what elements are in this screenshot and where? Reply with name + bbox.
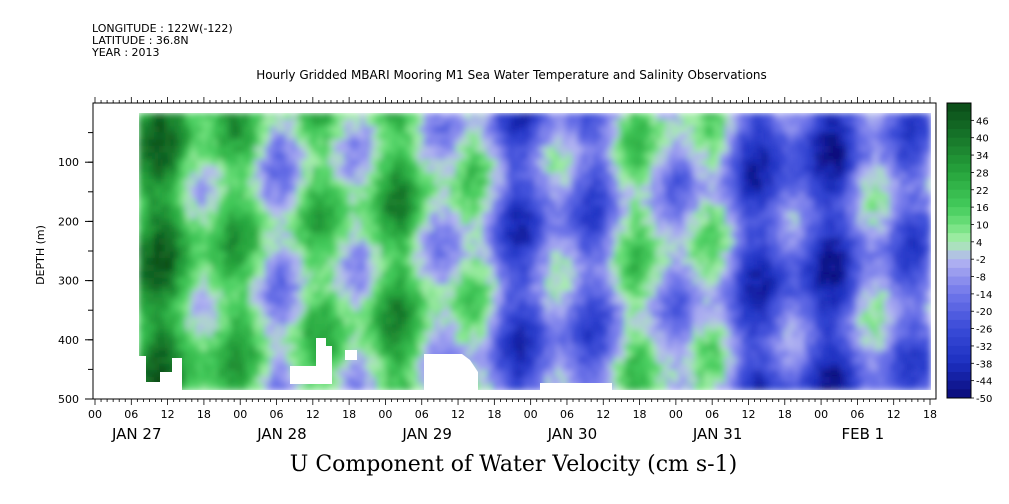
x-tick-label: 18 — [923, 408, 937, 421]
y-tick-label: 200 — [58, 215, 79, 228]
x-tick-label: 18 — [778, 408, 792, 421]
x-tick-label: 12 — [596, 408, 610, 421]
x-tick-label: 06 — [270, 408, 284, 421]
colorbar-segment — [947, 285, 971, 295]
x-tick-label: 00 — [814, 408, 828, 421]
x-tick-label: 00 — [233, 408, 247, 421]
colorbar-label: -8 — [976, 273, 986, 284]
colorbar-segment — [947, 111, 971, 121]
colorbar-segment — [947, 215, 971, 225]
x-day-label: JAN 30 — [547, 425, 598, 443]
x-tick-label: 06 — [560, 408, 574, 421]
colorbar-label: 16 — [976, 203, 989, 214]
colorbar-segment — [947, 129, 971, 139]
colorbar-segment — [947, 233, 971, 243]
y-axis-label: DEPTH (m) — [34, 225, 47, 285]
colorbar-label: -2 — [976, 255, 986, 266]
x-tick-label: 18 — [487, 408, 501, 421]
colorbar-label: -20 — [976, 307, 992, 318]
x-tick-label: 18 — [197, 408, 211, 421]
colorbar-segment — [947, 345, 971, 356]
colorbar-segment — [947, 276, 971, 286]
colorbar-label: -32 — [976, 342, 992, 353]
x-tick-label: 12 — [451, 408, 465, 421]
colorbar-segment — [947, 311, 971, 321]
colorbar-segment — [947, 198, 971, 208]
x-tick-label: 12 — [161, 408, 175, 421]
x-day-label: JAN 29 — [401, 425, 452, 443]
colorbar: 46 40 34 28 22 16 10 4 -2 -8 -14 -20 -26 -32 -38 -44 -50 — [946, 102, 992, 405]
x-tick-label: 18 — [342, 408, 356, 421]
colorbar-label: -44 — [976, 377, 992, 388]
missing-data-mask — [94, 104, 935, 398]
x-day-label: JAN 27 — [111, 425, 162, 443]
colorbar-segment — [947, 181, 971, 191]
x-tick-label: 06 — [415, 408, 429, 421]
colorbar-label: -14 — [976, 290, 992, 301]
latitude-label: LATITUDE : 36.8N — [92, 34, 189, 47]
chart-title: Hourly Gridded MBARI Mooring M1 Sea Wate… — [256, 68, 767, 82]
colorbar-label: -50 — [976, 394, 992, 405]
colorbar-segment — [947, 250, 971, 260]
colorbar-label: 46 — [976, 116, 989, 127]
x-tick-label: 00 — [669, 408, 683, 421]
colorbar-segment — [947, 267, 971, 278]
x-tick-label: 12 — [887, 408, 901, 421]
y-tick-label: 400 — [58, 334, 79, 347]
colorbar-label: -38 — [976, 359, 992, 370]
colorbar-segment — [947, 224, 971, 234]
x-tick-label: 06 — [705, 408, 719, 421]
colorbar-segment — [947, 302, 971, 312]
x-tick-label: 06 — [124, 408, 138, 421]
colorbar-segment — [947, 363, 971, 373]
colorbar-label: 34 — [976, 151, 989, 162]
colorbar-label: 40 — [976, 134, 989, 145]
colorbar-segment — [947, 389, 971, 399]
x-tick-label: 12 — [741, 408, 755, 421]
colorbar-label: 10 — [976, 220, 989, 231]
y-tick-label: 100 — [58, 156, 79, 169]
colorbar-segment — [947, 189, 971, 199]
x-tick-label: 00 — [378, 408, 392, 421]
axes: 100 200 300 400 500 00 06 12 18 00 06 12 18 00 06 12 18 0… — [58, 97, 937, 443]
colorbar-segment — [947, 328, 971, 338]
colorbar-label: 28 — [976, 168, 989, 179]
colorbar-segment — [947, 137, 971, 147]
metadata-block: LONGITUDE : 122W(-122) LATITUDE : 36.8N … — [92, 23, 233, 59]
colorbar-label: 22 — [976, 186, 989, 197]
longitude-label: LONGITUDE : 122W(-122) — [92, 22, 233, 35]
heatmap-field — [138, 113, 932, 391]
x-axis-label: U Component of Water Velocity (cm s-1) — [289, 452, 738, 477]
colorbar-segment — [947, 146, 971, 156]
colorbar-segment — [947, 155, 971, 165]
x-tick-label: 00 — [88, 408, 102, 421]
x-tick-label: 06 — [850, 408, 864, 421]
x-tick-label: 12 — [306, 408, 320, 421]
colorbar-segment — [947, 120, 971, 130]
x-day-label: FEB 1 — [841, 425, 884, 443]
year-label: YEAR : 2013 — [92, 46, 160, 59]
colorbar-segment — [947, 380, 971, 390]
colorbar-label: -26 — [976, 325, 992, 336]
colorbar-segment — [947, 241, 971, 251]
colorbar-segment — [947, 354, 971, 364]
colorbar-segment — [947, 207, 971, 217]
colorbar-segment — [947, 163, 971, 173]
x-tick-label: 18 — [633, 408, 647, 421]
colorbar-segment — [947, 337, 971, 347]
x-tick-label: 00 — [524, 408, 538, 421]
colorbar-segment — [947, 259, 971, 269]
x-day-label: JAN 31 — [692, 425, 743, 443]
colorbar-segment — [947, 103, 971, 113]
colorbar-segment — [947, 172, 971, 182]
x-day-label: JAN 28 — [256, 425, 307, 443]
colorbar-label: 4 — [976, 238, 982, 249]
colorbar-segment — [947, 371, 971, 382]
y-tick-label: 300 — [58, 275, 79, 288]
colorbar-segment — [947, 319, 971, 330]
y-tick-label: 500 — [58, 393, 79, 406]
colorbar-segment — [947, 293, 971, 304]
